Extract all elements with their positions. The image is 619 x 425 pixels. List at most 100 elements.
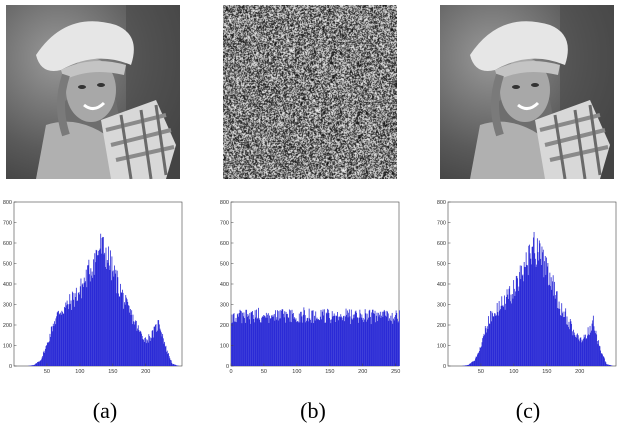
histogram-bar [486,326,488,366]
histogram-bar [64,307,66,366]
histogram-bar [174,364,175,366]
histogram-bar [271,316,273,366]
histogram-bar [104,266,106,366]
histogram-bar [90,268,92,366]
histogram-bar [46,345,48,366]
histogram-bar [504,309,506,366]
histogram-bar [240,311,242,366]
histogram-bar [584,337,586,366]
histogram-bar [140,331,142,366]
histogram-bar [145,343,147,366]
y-tick-label: 200 [437,323,446,329]
histogram-bar [302,314,304,366]
histogram-bar [351,318,353,366]
histogram-bar [344,321,346,366]
histogram-bar [373,313,375,366]
histogram-bar [588,334,590,366]
histogram-bar [534,258,536,366]
histogram-bar [394,316,396,366]
histogram-bar [172,364,173,366]
histogram-bar [31,365,33,366]
histogram-bar [535,266,537,366]
histogram-bar [563,316,565,366]
histogram-bar [310,319,311,366]
x-tick-label: 200 [575,369,584,373]
histogram-bar [516,276,518,366]
histogram-bar [162,333,164,366]
histogram-bar [565,324,567,366]
histogram-bar [491,311,493,366]
histogram-bar [158,320,160,366]
histogram-bar [323,309,325,366]
histogram-bar [538,240,540,366]
histogram-bar [350,309,352,366]
histogram-bar [292,313,294,366]
histogram-bar [357,317,359,366]
histogram-bar [57,311,59,366]
histogram-bar [317,319,319,366]
histogram-bar [588,335,590,366]
histogram-bar [98,250,100,366]
x-tick-label: 50 [261,369,267,373]
histogram-bar [89,274,90,366]
histogram-bar [62,311,63,366]
histogram-bar [490,321,492,366]
histogram-bar [467,364,468,366]
y-tick-label: 200 [3,323,12,329]
y-tick-label: 600 [437,241,446,247]
histogram-bar [572,335,574,366]
histogram-bar [523,262,525,366]
histogram-bar [33,364,35,366]
histogram-bar [296,321,298,366]
histogram-bar [285,322,286,366]
histogram-bar [581,339,583,366]
histogram-bar [250,323,251,366]
histogram-bar [564,311,566,366]
histogram-bar [160,330,162,366]
histogram-bar [42,352,44,366]
histogram-bar [605,362,607,366]
histogram-bar [585,334,586,366]
histogram-bar [287,313,288,366]
histogram-bar [596,341,598,366]
histogram-bar [466,365,468,366]
histogram-bar [294,319,296,366]
histogram-bar [544,261,545,366]
histogram-bar [163,343,165,366]
histogram-bar [39,360,41,366]
histogram-bar [513,288,515,366]
histogram-bar [525,252,527,366]
histogram-bar [586,338,588,366]
y-tick-label: 100 [220,344,229,350]
histogram-bar [164,341,166,366]
histogram-bar [471,362,472,366]
histogram-bar [88,259,90,366]
histogram-bar [359,309,361,366]
histogram-bar [231,314,233,366]
histogram-bar [281,309,283,366]
histogram-bar [468,364,470,366]
histogram-bar [500,309,501,366]
histogram-bar [509,286,511,366]
histogram-bar [289,321,291,366]
histogram-bar [555,295,557,366]
histogram-bar [489,323,491,366]
histogram-bar [553,295,555,366]
histogram-bar [511,294,513,366]
histogram-bar [598,345,600,366]
histogram-bar [168,356,170,366]
histogram-bar [372,309,374,366]
histogram-bar [502,305,504,366]
histogram-bar [280,318,282,366]
histogram-bar [556,291,557,366]
histogram-bar [385,316,387,366]
histogram-bar [518,286,520,366]
histogram-bar [269,318,271,366]
histogram-bar [388,320,390,366]
histogram-bar [570,321,572,366]
y-tick-label: 200 [220,323,229,329]
histogram-bar [368,317,369,366]
histogram-bar [54,324,56,366]
histogram-bar [159,328,161,366]
histogram-bar [116,293,117,366]
